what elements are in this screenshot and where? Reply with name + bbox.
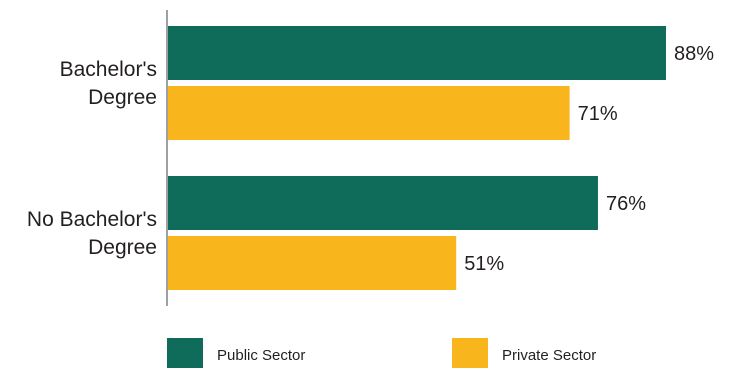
legend: Public Sector Private Sector [167,338,596,368]
legend-label-private-sector: Private Sector [502,347,596,364]
legend-swatch-public-sector [167,338,203,368]
legend-swatch-private-sector [452,338,488,368]
bar-public-sector-1 [167,26,666,80]
labels-layer: Bachelor's Degree No Bachelor's Degree [27,58,157,259]
bar-public-sector-2 [167,176,598,230]
category-label-1: Bachelor's Degree [60,58,157,109]
bar-private-sector-1 [167,86,570,140]
legend-label-public-sector: Public Sector [217,347,305,364]
data-label-private-sector-2: 51% [464,253,504,275]
category-label-line: Degree [88,86,157,109]
category-label-2: No Bachelor's Degree [27,208,157,259]
data-label-private-sector-1: 71% [578,103,618,125]
category-label-line: Degree [88,236,157,259]
bars-layer: 88% 76% 71% 51% [167,26,714,290]
data-label-public-sector-1: 88% [674,43,714,65]
bar-private-sector-2 [167,236,457,290]
category-label-line: No Bachelor's [27,208,157,231]
category-label-line: Bachelor's [60,58,157,81]
data-label-public-sector-2: 76% [606,193,646,215]
